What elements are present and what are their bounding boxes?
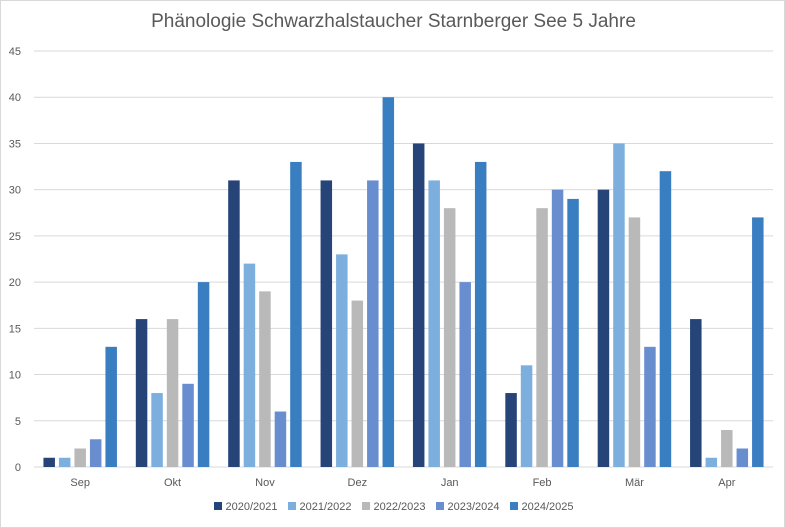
bar-mär-2023-2024: [644, 346, 656, 467]
legend-item: 2023/2024: [435, 501, 500, 513]
bar-jan-2022-2023: [443, 208, 456, 467]
x-tick-label: Sep: [70, 477, 90, 489]
bar-okt-2024-2025: [197, 282, 210, 467]
bar-sep-2023-2024: [89, 439, 102, 467]
legend-item: 2022/2023: [361, 501, 426, 513]
x-tick-label: Okt: [164, 477, 181, 489]
bar-jan-2021-2022: [428, 180, 440, 467]
legend-label: 2021/2022: [299, 501, 352, 513]
bar-dez-2021-2022: [336, 254, 348, 467]
bar-feb-2023-2024: [551, 189, 564, 467]
bar-jan-2020-2021: [412, 143, 425, 467]
y-tick-label: 15: [9, 323, 21, 335]
bar-feb-2024-2025: [567, 198, 579, 467]
bar-apr-2022-2023: [721, 430, 733, 467]
x-tick-label: Dez: [348, 477, 368, 489]
legend-item: 2020/2021: [213, 501, 278, 513]
bar-mär-2022-2023: [628, 217, 641, 467]
y-tick-label: 5: [15, 416, 21, 428]
bar-mär-2021-2022: [613, 143, 625, 467]
bar-sep-2024-2025: [105, 346, 117, 467]
y-tick-label: 10: [9, 370, 21, 382]
chart-title: Phänologie Schwarzhalstaucher Starnberge…: [151, 11, 636, 32]
legend-item: 2021/2022: [287, 501, 352, 513]
bar-sep-2020-2021: [43, 457, 55, 467]
bar-apr-2021-2022: [705, 457, 718, 467]
legend-swatch: [287, 502, 296, 510]
y-tick-label: 20: [9, 277, 21, 289]
bar-mär-2024-2025: [659, 171, 672, 467]
x-axis-tick-labels: Sep Okt Nov Dez Jan Feb Mär Apr: [70, 477, 735, 489]
bar-nov-2020-2021: [228, 180, 240, 467]
bar-dez-2020-2021: [320, 180, 333, 467]
y-tick-label: 45: [9, 46, 21, 58]
legend-label: 2023/2024: [447, 501, 500, 513]
bar-nov-2023-2024: [274, 411, 287, 467]
bar-nov-2022-2023: [259, 291, 271, 467]
bar-dez-2023-2024: [367, 180, 379, 467]
x-tick-label: Feb: [533, 477, 552, 489]
legend-label: 2020/2021: [225, 501, 278, 513]
x-tick-label: Nov: [255, 477, 275, 489]
bar-jan-2024-2025: [474, 161, 487, 467]
bar-mär-2020-2021: [597, 189, 610, 467]
bar-apr-2024-2025: [752, 217, 764, 467]
bar-okt-2021-2022: [151, 393, 163, 467]
legend-swatch: [435, 502, 444, 510]
bar-feb-2022-2023: [536, 208, 548, 467]
bar-okt-2022-2023: [166, 319, 179, 467]
bar-nov-2024-2025: [290, 161, 302, 467]
bar-dez-2024-2025: [382, 97, 395, 467]
legend-item: 2024/2025: [509, 501, 574, 513]
x-tick-label: Apr: [718, 477, 735, 489]
bar-okt-2023-2024: [182, 383, 194, 467]
legend-label: 2022/2023: [373, 501, 426, 513]
y-tick-label: 0: [15, 462, 21, 474]
legend-swatch: [361, 502, 370, 510]
x-tick-label: Jan: [441, 477, 459, 489]
y-tick-label: 35: [9, 138, 21, 150]
y-axis-tick-labels: 0 5 10 15 20 25 30 35 40 45: [9, 46, 21, 474]
bar-nov-2021-2022: [243, 263, 256, 467]
y-tick-label: 25: [9, 231, 21, 243]
bar-sep-2021-2022: [58, 457, 71, 467]
x-tick-label: Mär: [625, 477, 644, 489]
bar-apr-2020-2021: [690, 319, 702, 467]
legend-label: 2024/2025: [521, 501, 574, 513]
y-tick-label: 40: [9, 92, 21, 104]
bars: [43, 97, 764, 467]
bar-feb-2021-2022: [520, 365, 533, 467]
legend: 2020/2021 2021/2022 2022/2023 2023/2024 2024…: [1, 501, 785, 513]
legend-swatch: [213, 502, 222, 510]
bar-jan-2023-2024: [459, 282, 471, 467]
legend-swatch: [509, 502, 518, 510]
y-tick-label: 30: [9, 185, 21, 197]
bar-apr-2023-2024: [736, 448, 749, 467]
bar-sep-2022-2023: [74, 448, 86, 467]
bar-okt-2020-2021: [135, 319, 148, 467]
bar-feb-2020-2021: [505, 393, 517, 467]
bar-dez-2022-2023: [351, 300, 364, 467]
